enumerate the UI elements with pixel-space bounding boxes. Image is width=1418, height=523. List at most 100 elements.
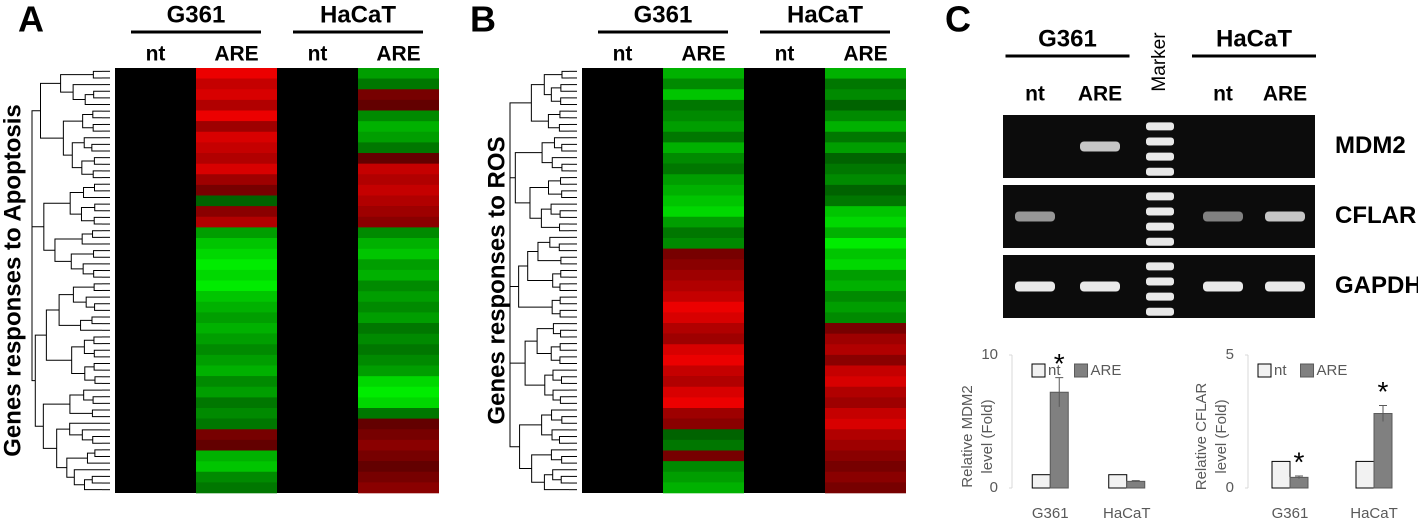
group-label: HaCaT (787, 1, 863, 28)
heatmap-cell (358, 78, 439, 90)
dendrogram-branch (93, 216, 102, 225)
dendrogram-branch (531, 454, 552, 483)
heatmap-cell (358, 163, 439, 175)
heatmap-cell (825, 323, 906, 334)
heatmap-cell (825, 68, 906, 79)
heatmap-cell (196, 184, 277, 196)
heatmap-cell (663, 312, 744, 324)
bar (1126, 480, 1146, 489)
heatmap-cell (196, 89, 277, 101)
heatmap-cell (196, 376, 277, 388)
dendrogram-branch (561, 376, 569, 384)
dendrogram-branch (85, 296, 102, 308)
marker-band (1146, 152, 1174, 161)
heatmap-cell (663, 78, 744, 90)
marker-band (1146, 237, 1174, 246)
heatmap-cell (663, 386, 744, 398)
gel-band (1080, 141, 1120, 152)
dendrogram-branch (559, 110, 569, 119)
marker-band (1146, 192, 1174, 201)
dendrogram-branch (94, 449, 102, 457)
dendrogram-branch (561, 416, 569, 424)
dendrogram-branch (92, 70, 102, 79)
heatmap-cell (196, 227, 277, 239)
lane-label: nt (1213, 83, 1233, 106)
dendrogram-branch (560, 329, 569, 338)
heatmap-cell (358, 365, 439, 377)
dendrogram-branch (558, 243, 569, 252)
heatmap-cell (825, 163, 906, 175)
dendrogram-branch (83, 137, 102, 149)
heatmap-cell (196, 408, 277, 419)
heatmap-cell (358, 68, 439, 79)
heatmap-cell (663, 429, 744, 441)
column-label: ARE (376, 43, 420, 66)
heatmap-cell (358, 471, 439, 483)
heatmap-cell (358, 354, 439, 366)
y-tick-label: 0 (990, 479, 998, 496)
dendrogram-branch (527, 250, 553, 281)
dendrogram-branch (560, 84, 569, 92)
heatmap-cell (663, 461, 744, 473)
column-label: ARE (843, 43, 887, 66)
dendrogram-branch (541, 414, 553, 436)
heatmap-cell (825, 461, 906, 473)
dendrogram-branch (560, 270, 569, 278)
heatmap-cell (358, 439, 439, 451)
dendrogram-branch (69, 394, 93, 414)
marker-band (1146, 277, 1174, 286)
x-tick-label: HaCaT (1103, 505, 1151, 522)
dendrogram-branch (83, 389, 102, 401)
gel-band (1265, 211, 1305, 222)
error-bar (1295, 475, 1303, 479)
dendrogram-branch (509, 324, 520, 448)
heatmap-cell (196, 386, 277, 398)
dendrogram-branch (551, 157, 569, 169)
heatmap-cell (196, 121, 277, 133)
heatmap-cell (196, 280, 277, 292)
heatmap-cell (663, 121, 744, 133)
dendrogram-branch (92, 123, 102, 132)
dendrogram-branch (81, 160, 95, 175)
heatmap-cell (196, 142, 277, 154)
heatmap-cell (358, 301, 439, 313)
panel-letter: B (470, 0, 496, 40)
heatmap-cell (663, 131, 744, 143)
heatmap-cell (825, 471, 906, 483)
gel-band (1015, 142, 1055, 152)
dendrogram-branch (529, 187, 549, 219)
dendrogram-branch (92, 170, 102, 179)
dendrogram-branch (561, 163, 569, 172)
heatmap-cell (358, 259, 439, 271)
legend-swatch (1074, 363, 1089, 378)
heatmap-cell (663, 482, 744, 494)
heatmap-cell (196, 99, 277, 111)
heatmap-cell (196, 68, 277, 79)
dendrogram-branch (69, 422, 102, 436)
heatmap-cell (663, 68, 744, 79)
dendrogram-branch (92, 110, 102, 119)
dendrogram-branch (558, 436, 569, 444)
heatmap-cell (358, 195, 439, 207)
group-label: G361 (634, 1, 693, 28)
column-label: nt (775, 43, 795, 66)
marker-band (1146, 307, 1174, 316)
dendrogram-branch (550, 449, 569, 461)
heatmap-cell (663, 418, 744, 430)
heatmap-cell (358, 450, 439, 462)
dendrogram-branch (92, 396, 102, 404)
column-label: ARE (214, 43, 258, 66)
heatmap-cell (358, 291, 439, 303)
heatmap-cell (825, 333, 906, 345)
heatmap-cell (196, 163, 277, 175)
heatmap-cell (825, 89, 906, 101)
heatmap-cell (358, 429, 439, 441)
lane-label: ARE (1078, 83, 1122, 106)
heatmap-cell (825, 195, 906, 207)
heatmap-cell (196, 131, 277, 143)
dendrogram-branch (72, 84, 102, 101)
heatmap-cell (196, 216, 277, 228)
dendrogram-branch (559, 223, 569, 232)
heatmap-cell (196, 365, 277, 377)
dendrogram-branch (514, 152, 543, 204)
